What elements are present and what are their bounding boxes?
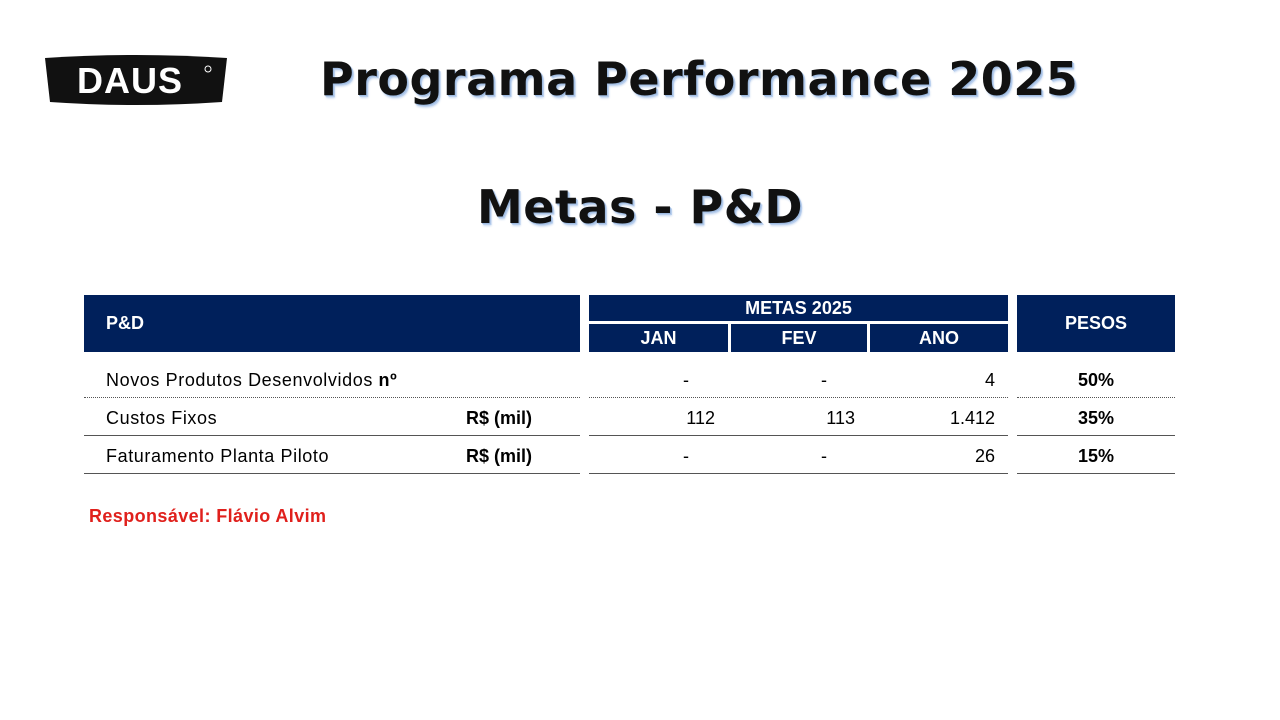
row-fev-value: - bbox=[821, 446, 827, 466]
header-pesos: PESOS bbox=[1017, 295, 1175, 352]
row-jan-value: - bbox=[683, 370, 689, 390]
row-label: Novos Produtos Desenvolvidos nº bbox=[106, 370, 398, 390]
responsavel-name: Flávio Alvim bbox=[216, 506, 327, 526]
row-divider bbox=[84, 397, 580, 398]
table-row: Novos Produtos Desenvolvidos nº - - 4 50… bbox=[0, 365, 1280, 395]
header-jan: JAN bbox=[589, 324, 728, 352]
header-area: P&D bbox=[84, 295, 580, 352]
row-jan-value: 112 bbox=[686, 408, 715, 428]
row-divider bbox=[84, 473, 580, 474]
row-divider bbox=[589, 473, 1008, 474]
row-unit: R$ (mil) bbox=[466, 446, 533, 466]
row-divider bbox=[589, 397, 1008, 398]
row-fev-value: 113 bbox=[826, 408, 855, 428]
daus-logo: DAUS bbox=[42, 54, 230, 107]
row-fev-value: - bbox=[821, 370, 827, 390]
page-subtitle: Metas - P&D bbox=[476, 180, 804, 234]
table-row: Faturamento Planta Piloto R$ (mil) - - 2… bbox=[0, 441, 1280, 471]
table-row: Custos Fixos R$ (mil) 112 113 1.412 35% bbox=[0, 403, 1280, 433]
row-peso-value: 50% bbox=[1077, 370, 1115, 390]
row-label: Faturamento Planta Piloto bbox=[106, 446, 330, 466]
row-label: Custos Fixos bbox=[106, 408, 218, 428]
row-peso-value: 35% bbox=[1077, 408, 1115, 428]
responsavel-label: Responsável: bbox=[89, 506, 211, 526]
row-ano-value: 4 bbox=[984, 370, 995, 390]
row-divider bbox=[1017, 473, 1175, 474]
row-unit: R$ (mil) bbox=[466, 408, 533, 428]
row-divider bbox=[589, 435, 1008, 436]
row-divider bbox=[1017, 397, 1175, 398]
row-peso-value: 15% bbox=[1077, 446, 1115, 466]
header-ano: ANO bbox=[870, 324, 1008, 352]
header-metas-group: METAS 2025 bbox=[589, 295, 1008, 321]
header-fev: FEV bbox=[731, 324, 867, 352]
row-ano-value: 1.412 bbox=[949, 408, 995, 428]
responsavel-line: Responsável: Flávio Alvim bbox=[89, 506, 326, 527]
page-title: Programa Performance 2025 bbox=[320, 52, 1079, 106]
row-jan-value: - bbox=[683, 446, 689, 466]
row-unit: nº bbox=[378, 370, 398, 390]
row-divider bbox=[1017, 435, 1175, 436]
row-divider bbox=[84, 435, 580, 436]
logo-text: DAUS bbox=[77, 60, 183, 101]
row-ano-value: 26 bbox=[974, 446, 995, 466]
